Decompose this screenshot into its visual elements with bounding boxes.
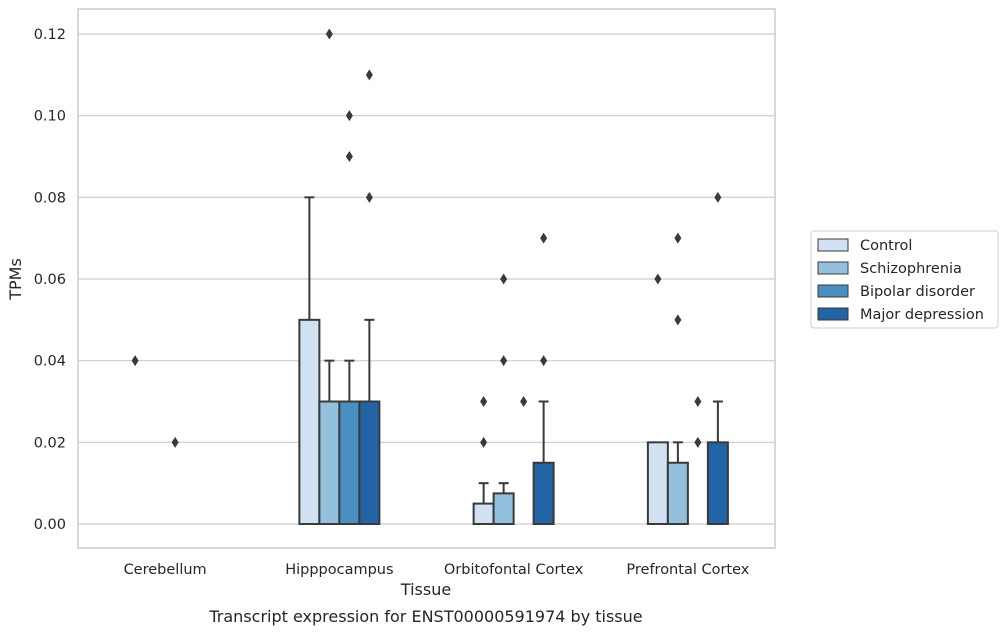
x-axis-title: Tissue — [400, 580, 451, 599]
bar — [706, 441, 729, 526]
bar — [492, 492, 515, 525]
outlier-point — [714, 191, 722, 203]
legend-swatch — [817, 261, 849, 275]
legend: Control Schizophrenia Bipolar disorder Majo… — [810, 230, 999, 329]
y-tick-label: 0.10 — [34, 109, 66, 125]
bar — [666, 461, 689, 525]
y-tick-label: 0.02 — [34, 435, 66, 451]
outlier-point — [365, 69, 373, 81]
bar — [472, 502, 495, 526]
bar — [338, 400, 361, 525]
outlier-point — [540, 232, 548, 244]
x-tick-labels: Cerebellum Hipppocampus Orbitofontal Corte… — [124, 562, 750, 578]
legend-frame — [810, 230, 999, 329]
legend-swatch — [817, 284, 849, 298]
bar — [646, 441, 669, 526]
outlier-point — [480, 396, 488, 407]
outliers — [131, 28, 722, 448]
outlier-point — [674, 232, 682, 244]
outlier-point — [171, 436, 179, 448]
outlier-point — [694, 436, 702, 448]
y-tick-label: 0.08 — [34, 190, 66, 206]
outlier-point — [520, 396, 528, 407]
outlier-point — [500, 273, 508, 285]
bars — [298, 196, 729, 526]
y-axis-title: TPMs — [6, 258, 25, 301]
y-tick-labels: 0.00 0.02 0.04 0.06 0.08 0.10 0.12 — [34, 27, 66, 533]
bar — [318, 400, 341, 525]
outlier-point — [131, 355, 139, 367]
legend-swatch — [817, 307, 849, 321]
bar — [358, 400, 381, 525]
y-tick-label: 0.12 — [34, 27, 66, 43]
x-tick-label: Prefrontal Cortex — [626, 562, 749, 578]
outlier-point — [365, 191, 373, 203]
outlier-point — [694, 396, 702, 407]
gridlines — [78, 33, 775, 525]
outlier-point — [345, 151, 353, 162]
bar — [298, 318, 321, 526]
legend-label: Schizophrenia — [860, 261, 962, 277]
legend-label: Major depression — [860, 307, 984, 323]
bar — [532, 461, 555, 525]
outlier-point — [540, 355, 548, 367]
outlier-point — [674, 314, 682, 326]
legend-label: Bipolar disorder — [860, 284, 975, 300]
outlier-point — [480, 436, 488, 448]
outlier-point — [654, 273, 662, 285]
outlier-point — [500, 355, 508, 367]
outlier-point — [345, 110, 353, 122]
outlier-point — [325, 28, 333, 40]
y-tick-label: 0.04 — [34, 354, 66, 370]
x-tick-label: Orbitofontal Cortex — [444, 562, 584, 578]
x-tick-label: Cerebellum — [124, 562, 207, 578]
x-tick-label: Hipppocampus — [285, 562, 393, 578]
y-tick-label: 0.06 — [34, 272, 66, 288]
legend-swatch — [817, 238, 849, 252]
y-tick-label: 0.00 — [34, 517, 66, 533]
legend-label: Control — [860, 238, 912, 254]
chart-caption: Transcript expression for ENST0000059197… — [208, 607, 642, 626]
plot-frame — [77, 8, 776, 549]
